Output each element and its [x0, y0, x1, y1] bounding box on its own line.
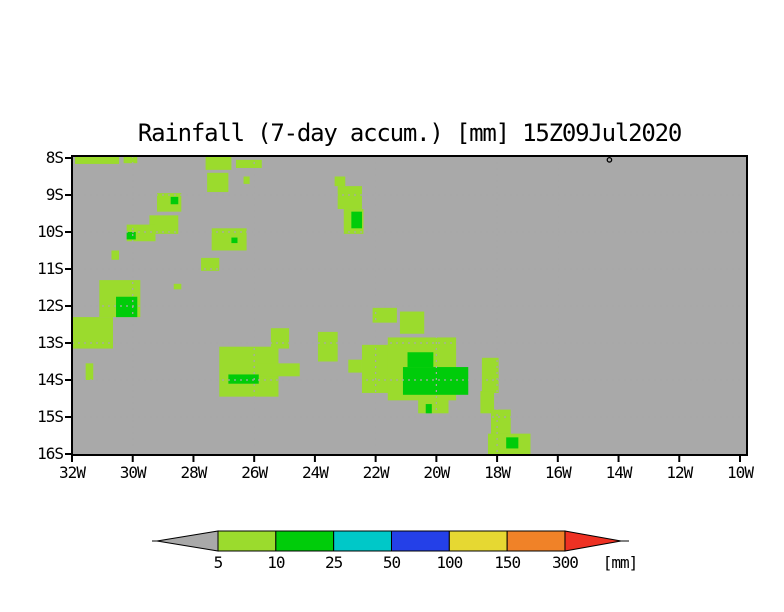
rain-patch	[75, 156, 120, 164]
x-axis-tick-label: 24W	[302, 463, 329, 482]
rain-patch	[72, 317, 113, 349]
rain-patch	[85, 363, 94, 380]
rain-patch	[170, 196, 179, 205]
rain-patch	[123, 156, 138, 164]
rain-patch	[211, 228, 247, 251]
rain-patch	[407, 352, 434, 368]
rain-patch	[334, 176, 346, 187]
rain-patch	[201, 257, 220, 271]
colorbar-segment	[506, 530, 566, 552]
colorbar-segment	[448, 530, 508, 552]
rain-patch	[228, 374, 259, 384]
map-frame	[71, 155, 748, 456]
y-axis-tick-label: 11S	[37, 259, 63, 278]
colorbar-tick-label: 50	[383, 553, 401, 572]
y-axis-tick-label: 13S	[37, 333, 63, 352]
rain-patch	[173, 283, 182, 290]
y-axis-tick-label: 15S	[37, 407, 63, 426]
rain-patch	[270, 328, 290, 349]
y-axis-tick-label: 9S	[46, 185, 64, 204]
rain-patch	[351, 211, 362, 229]
rain-patch	[257, 363, 300, 377]
colorbar-tick-label: 300	[552, 553, 578, 572]
x-axis-tick-label: 10W	[727, 463, 754, 482]
y-axis-tick-label: 14S	[37, 370, 63, 389]
colorbar-tick-label: 100	[436, 553, 462, 572]
colorbar-unit-label: [mm]	[603, 553, 638, 572]
y-axis-tick-label: 12S	[37, 296, 63, 315]
rain-patch	[116, 296, 138, 318]
rain-patch	[402, 367, 469, 395]
colorbar-segment	[333, 530, 392, 552]
rain-patch	[243, 176, 250, 184]
x-axis-tick-label: 12W	[666, 463, 693, 482]
chart-title: Rainfall (7-day accum.) [mm] 15Z09Jul202…	[137, 119, 682, 147]
x-axis-tick-label: 16W	[545, 463, 572, 482]
x-axis-tick-label: 26W	[241, 463, 268, 482]
y-axis-tick-label: 10S	[37, 222, 63, 241]
rain-patch	[126, 232, 136, 240]
rain-patch	[491, 409, 511, 438]
colorbar-tick-label: 150	[494, 553, 520, 572]
colorbar-below-arrow	[156, 530, 219, 552]
rain-patch	[506, 437, 519, 449]
rain-patch	[418, 394, 449, 414]
rain-patch	[111, 250, 120, 260]
colorbar-tick-label: 10	[267, 553, 285, 572]
colorbar-segment	[217, 530, 277, 552]
colorbar-above-arrow	[564, 530, 622, 552]
rain-patch	[348, 359, 362, 373]
rain-patch	[317, 331, 338, 362]
colorbar-tick-label: 25	[325, 553, 343, 572]
rain-patch	[481, 357, 499, 393]
rain-patch	[149, 215, 179, 234]
rain-patch	[372, 307, 397, 323]
colorbar: 5 10 25 50 100 150 300 [mm]	[152, 530, 638, 572]
x-axis-tick-label: 18W	[484, 463, 511, 482]
x-axis-tick-label: 32W	[59, 463, 86, 482]
x-axis-tick-label: 30W	[120, 463, 147, 482]
x-axis-tick-label: 20W	[423, 463, 450, 482]
x-axis-tick-label: 22W	[363, 463, 390, 482]
rain-patch	[207, 172, 229, 193]
station-marker-icon	[606, 157, 613, 163]
rain-patch	[337, 186, 362, 210]
colorbar-segment	[390, 530, 450, 552]
colorbar-segment	[275, 530, 335, 552]
rain-patch	[480, 391, 495, 414]
x-axis-tick-label: 14W	[606, 463, 633, 482]
rain-patch	[399, 311, 425, 334]
y-axis-tick-label: 8S	[46, 148, 64, 167]
y-axis-tick-label: 16S	[37, 444, 63, 463]
rain-patch	[205, 156, 232, 170]
x-axis-tick-label: 28W	[181, 463, 208, 482]
rain-patch	[231, 237, 238, 244]
colorbar-tick-label: 5	[214, 553, 223, 572]
rainfall-field	[72, 156, 747, 455]
rain-patch	[425, 404, 432, 414]
rain-patch	[235, 159, 262, 168]
